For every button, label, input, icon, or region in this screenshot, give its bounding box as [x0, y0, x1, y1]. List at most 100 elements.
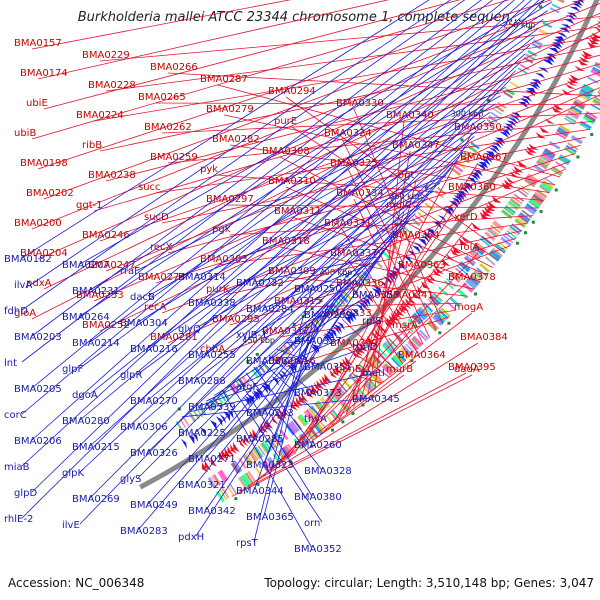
forward-gene-leader [293, 162, 479, 455]
cog-feature-block [535, 189, 548, 199]
forward-cds-arrow [329, 369, 338, 379]
reverse-cds-arrow [484, 152, 495, 160]
cog-feature-block [252, 448, 261, 460]
gc-marker [331, 428, 335, 432]
forward-gene-label: BMA0341 [386, 290, 434, 301]
forward-cds-arrow [588, 38, 600, 45]
reverse-gene-leader [195, 235, 397, 485]
forward-gene-leader [367, 150, 411, 396]
forward-gene-label: BMA0279 [206, 104, 254, 115]
forward-cds-arrow [316, 380, 325, 390]
cog-feature-block [492, 220, 505, 230]
forward-gene-label: BMA0281 [150, 332, 198, 343]
reverse-cds-arrow [414, 242, 424, 251]
cog-feature-block [543, 147, 556, 158]
cog-feature-block [410, 314, 422, 325]
forward-gene-label: BMA0350 [454, 122, 502, 133]
cog-feature-block [538, 157, 550, 166]
forward-gene-label: purE [274, 116, 297, 127]
cog-feature-block [518, 186, 530, 196]
reverse-gene-leader [31, 0, 507, 389]
forward-gene-label: BMA0174 [20, 68, 68, 79]
reverse-gene-label: xylB-1 [236, 330, 267, 341]
forward-gene-label: BMA0157 [14, 38, 62, 49]
forward-gene-label: BMA0253 [76, 290, 124, 301]
forward-cds-arrow [204, 460, 212, 471]
forward-gene-label: BMA0198 [20, 158, 68, 169]
cog-feature-block [308, 426, 319, 438]
forward-gene-label: msrA [392, 320, 418, 331]
reverse-cds-arrow [226, 408, 234, 419]
forward-cds-arrow [400, 302, 410, 312]
reverse-gene-leader [189, 371, 381, 413]
cog-feature-block [508, 227, 519, 237]
forward-gene-label: BMA0324 [324, 128, 372, 139]
forward-gene-label: BMA0378 [448, 272, 496, 283]
forward-gene-label: BMA0336 [336, 278, 384, 289]
forward-cds-arrow [324, 373, 332, 383]
cog-feature-block [582, 115, 595, 125]
reverse-cds-arrow [219, 413, 227, 424]
reverse-gene-leader [205, 213, 416, 407]
reverse-gene-leader [181, 397, 371, 418]
cog-feature-block [342, 378, 353, 390]
forward-cds-arrow [279, 409, 287, 419]
cog-feature-block [365, 380, 376, 391]
forward-cds-arrow [501, 182, 512, 190]
reverse-gene-label: rpsT [236, 538, 259, 549]
cog-feature-block [229, 385, 237, 395]
cog-feature-block [472, 246, 484, 256]
gc-marker [590, 133, 594, 137]
cog-feature-block [337, 296, 346, 306]
forward-cds-arrow [300, 392, 309, 403]
cog-feature-block [443, 280, 455, 290]
reverse-cds-arrow [499, 131, 510, 139]
forward-cds-arrow [517, 160, 528, 167]
reverse-cds-arrow [511, 112, 522, 119]
cog-feature-block [580, 88, 592, 97]
forward-cds-arrow [445, 253, 455, 262]
cog-feature-block [504, 204, 516, 215]
forward-gene-label: BMA0252 [82, 320, 130, 331]
reverse-gene-label: metI [362, 368, 385, 379]
forward-gene-leader [155, 152, 576, 284]
cog-feature-block [538, 184, 551, 194]
forward-gene-leader [374, 120, 405, 390]
reverse-gene-leader [137, 86, 506, 271]
forward-gene-leader [291, 216, 481, 283]
reverse-gene-label: BMA0260 [294, 440, 342, 451]
cog-feature-block [449, 297, 461, 307]
cog-feature-block [523, 177, 536, 188]
forward-gene-label: ribB [82, 140, 102, 151]
accession-text: Accession: NC_006348 [8, 576, 145, 590]
gc-marker [424, 186, 428, 190]
reverse-gene-label: BMA0215 [72, 442, 120, 453]
reverse-gene-leader [214, 293, 371, 396]
forward-gene-leader [270, 252, 479, 471]
forward-gene-label: BMA0202 [26, 188, 74, 199]
forward-gene-leader [286, 192, 467, 460]
forward-gene-leader [93, 63, 600, 212]
forward-gene-label: panE-1 [336, 364, 371, 375]
forward-cds-arrow [292, 398, 301, 409]
forward-gene-label: sucD [144, 212, 169, 223]
cog-feature-block [411, 217, 421, 227]
forward-cds-arrow [526, 146, 537, 153]
forward-gene-leader [278, 222, 473, 466]
cog-feature-block [495, 243, 507, 254]
reverse-cds-arrow [358, 301, 367, 311]
gc-marker [531, 220, 535, 224]
reverse-cds-arrow [525, 90, 536, 97]
forward-gene-label: BMA0282 [212, 134, 260, 145]
forward-gene-label: gloA [14, 308, 36, 319]
cog-feature-block [556, 0, 565, 4]
cog-feature-block [456, 288, 468, 300]
reverse-gene-label: BMA0283 [120, 526, 168, 537]
cog-feature-block [375, 349, 386, 360]
cog-feature-block [412, 335, 423, 347]
reverse-gene-label: BMA0380 [294, 492, 342, 503]
reverse-gene-leader [147, 159, 458, 505]
reverse-cds-arrow [362, 297, 371, 306]
reverse-cds-arrow [199, 426, 207, 437]
cog-feature-block [503, 91, 513, 99]
